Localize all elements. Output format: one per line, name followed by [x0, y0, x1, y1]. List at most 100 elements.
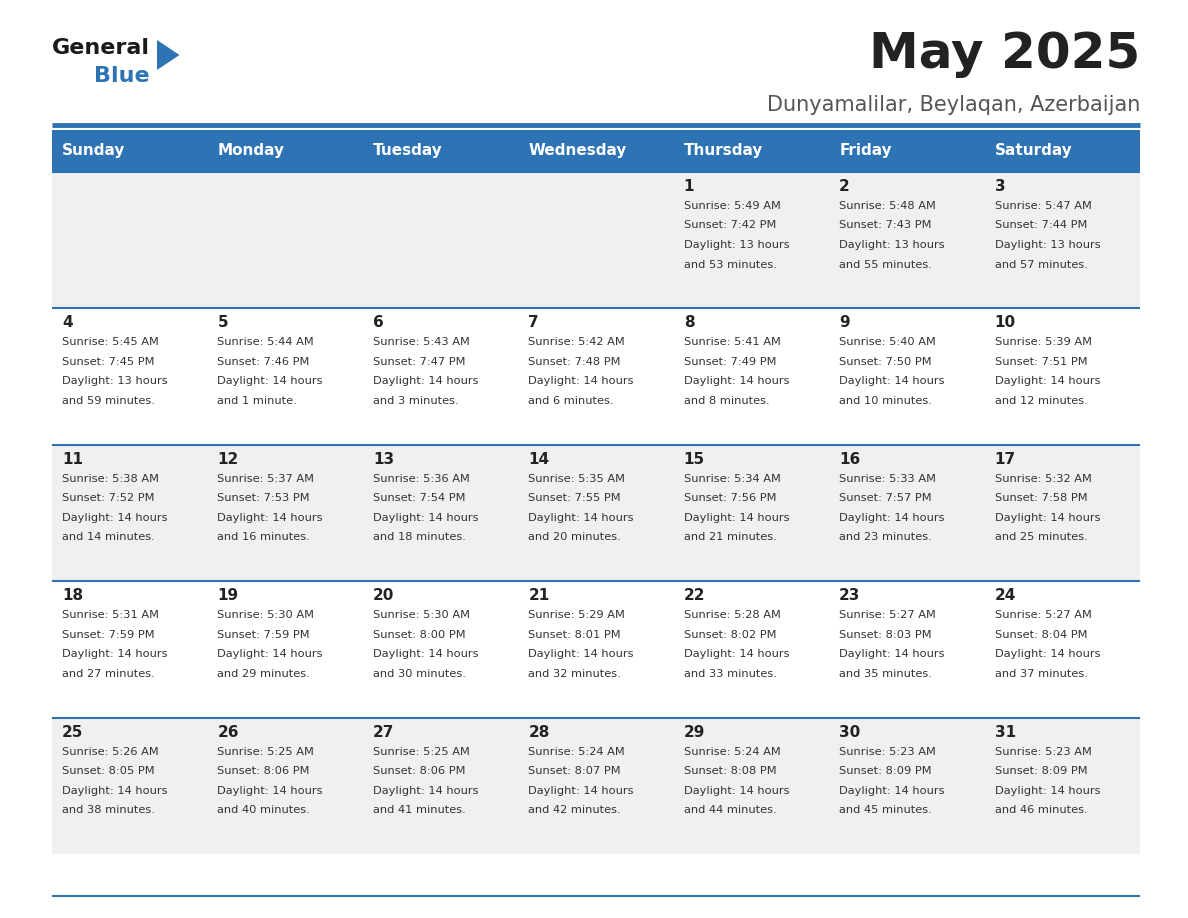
Text: and 32 minutes.: and 32 minutes.	[529, 668, 621, 678]
Text: Sunrise: 5:34 AM: Sunrise: 5:34 AM	[684, 474, 781, 484]
Text: Sunrise: 5:48 AM: Sunrise: 5:48 AM	[839, 201, 936, 211]
Text: Sunset: 7:52 PM: Sunset: 7:52 PM	[62, 493, 154, 503]
Text: Sunrise: 5:28 AM: Sunrise: 5:28 AM	[684, 610, 781, 621]
Text: Daylight: 14 hours: Daylight: 14 hours	[217, 649, 323, 659]
Text: and 18 minutes.: and 18 minutes.	[373, 532, 466, 543]
Text: Daylight: 14 hours: Daylight: 14 hours	[684, 513, 789, 522]
Text: 14: 14	[529, 452, 549, 466]
Text: Sunset: 7:55 PM: Sunset: 7:55 PM	[529, 493, 621, 503]
Text: 11: 11	[62, 452, 83, 466]
Text: 28: 28	[529, 724, 550, 740]
Text: and 42 minutes.: and 42 minutes.	[529, 805, 621, 815]
Text: Sunset: 7:59 PM: Sunset: 7:59 PM	[62, 630, 154, 640]
Text: Sunset: 8:03 PM: Sunset: 8:03 PM	[839, 630, 931, 640]
Text: and 46 minutes.: and 46 minutes.	[994, 805, 1087, 815]
Text: Daylight: 14 hours: Daylight: 14 hours	[529, 376, 633, 386]
Text: and 45 minutes.: and 45 minutes.	[839, 805, 931, 815]
Text: and 33 minutes.: and 33 minutes.	[684, 668, 777, 678]
Text: Sunrise: 5:37 AM: Sunrise: 5:37 AM	[217, 474, 315, 484]
Text: Daylight: 14 hours: Daylight: 14 hours	[373, 513, 479, 522]
Text: and 20 minutes.: and 20 minutes.	[529, 532, 621, 543]
Text: 9: 9	[839, 316, 849, 330]
Text: Sunrise: 5:42 AM: Sunrise: 5:42 AM	[529, 338, 625, 347]
Text: 15: 15	[684, 452, 704, 466]
Text: Sunrise: 5:45 AM: Sunrise: 5:45 AM	[62, 338, 159, 347]
Text: Daylight: 14 hours: Daylight: 14 hours	[529, 649, 633, 659]
Text: 12: 12	[217, 452, 239, 466]
Text: 1: 1	[684, 179, 694, 194]
Text: Sunrise: 5:41 AM: Sunrise: 5:41 AM	[684, 338, 781, 347]
Text: Sunset: 7:49 PM: Sunset: 7:49 PM	[684, 357, 776, 367]
Text: Sunset: 7:50 PM: Sunset: 7:50 PM	[839, 357, 931, 367]
Text: Daylight: 14 hours: Daylight: 14 hours	[684, 649, 789, 659]
Text: Wednesday: Wednesday	[529, 143, 626, 159]
Text: 20: 20	[373, 588, 394, 603]
Text: Sunrise: 5:23 AM: Sunrise: 5:23 AM	[994, 746, 1092, 756]
Text: Sunrise: 5:24 AM: Sunrise: 5:24 AM	[529, 746, 625, 756]
Text: Sunrise: 5:43 AM: Sunrise: 5:43 AM	[373, 338, 469, 347]
Text: Sunrise: 5:38 AM: Sunrise: 5:38 AM	[62, 474, 159, 484]
Text: Daylight: 14 hours: Daylight: 14 hours	[839, 786, 944, 796]
Text: Sunrise: 5:25 AM: Sunrise: 5:25 AM	[373, 746, 469, 756]
Text: Daylight: 13 hours: Daylight: 13 hours	[62, 376, 168, 386]
Text: Sunrise: 5:32 AM: Sunrise: 5:32 AM	[994, 474, 1092, 484]
Text: Sunrise: 5:36 AM: Sunrise: 5:36 AM	[373, 474, 469, 484]
Text: and 8 minutes.: and 8 minutes.	[684, 396, 770, 406]
Text: Sunrise: 5:27 AM: Sunrise: 5:27 AM	[994, 610, 1092, 621]
Text: Sunrise: 5:30 AM: Sunrise: 5:30 AM	[373, 610, 470, 621]
Text: and 59 minutes.: and 59 minutes.	[62, 396, 154, 406]
Text: Daylight: 14 hours: Daylight: 14 hours	[839, 649, 944, 659]
Text: and 14 minutes.: and 14 minutes.	[62, 532, 154, 543]
Text: General: General	[52, 38, 150, 58]
Text: Sunset: 7:47 PM: Sunset: 7:47 PM	[373, 357, 466, 367]
Text: Sunrise: 5:31 AM: Sunrise: 5:31 AM	[62, 610, 159, 621]
Text: Daylight: 13 hours: Daylight: 13 hours	[994, 240, 1100, 250]
Text: Sunrise: 5:24 AM: Sunrise: 5:24 AM	[684, 746, 781, 756]
Text: 22: 22	[684, 588, 706, 603]
Text: Sunrise: 5:27 AM: Sunrise: 5:27 AM	[839, 610, 936, 621]
Text: and 29 minutes.: and 29 minutes.	[217, 668, 310, 678]
Text: Monday: Monday	[217, 143, 284, 159]
Text: Sunset: 7:57 PM: Sunset: 7:57 PM	[839, 493, 931, 503]
Text: Sunday: Sunday	[62, 143, 126, 159]
Text: Sunset: 7:43 PM: Sunset: 7:43 PM	[839, 220, 931, 230]
Text: 16: 16	[839, 452, 860, 466]
Text: and 55 minutes.: and 55 minutes.	[839, 260, 933, 270]
Text: 31: 31	[994, 724, 1016, 740]
Bar	[52, 130, 1140, 172]
Text: Tuesday: Tuesday	[373, 143, 443, 159]
Text: Sunset: 7:54 PM: Sunset: 7:54 PM	[373, 493, 466, 503]
Text: Sunrise: 5:49 AM: Sunrise: 5:49 AM	[684, 201, 781, 211]
Text: Sunset: 8:01 PM: Sunset: 8:01 PM	[529, 630, 621, 640]
Text: 4: 4	[62, 316, 72, 330]
Text: Daylight: 14 hours: Daylight: 14 hours	[62, 649, 168, 659]
Text: Daylight: 13 hours: Daylight: 13 hours	[684, 240, 789, 250]
Text: Sunrise: 5:40 AM: Sunrise: 5:40 AM	[839, 338, 936, 347]
Text: Daylight: 14 hours: Daylight: 14 hours	[839, 513, 944, 522]
Text: Sunset: 8:06 PM: Sunset: 8:06 PM	[217, 767, 310, 776]
Text: Sunset: 8:06 PM: Sunset: 8:06 PM	[373, 767, 466, 776]
Text: Sunrise: 5:29 AM: Sunrise: 5:29 AM	[529, 610, 625, 621]
Text: Daylight: 14 hours: Daylight: 14 hours	[994, 649, 1100, 659]
Bar	[52, 172, 1140, 308]
Text: Sunset: 7:42 PM: Sunset: 7:42 PM	[684, 220, 776, 230]
Text: Sunrise: 5:30 AM: Sunrise: 5:30 AM	[217, 610, 315, 621]
Text: Sunset: 7:58 PM: Sunset: 7:58 PM	[994, 493, 1087, 503]
Text: Daylight: 14 hours: Daylight: 14 hours	[994, 513, 1100, 522]
Text: 19: 19	[217, 588, 239, 603]
Text: Sunset: 7:45 PM: Sunset: 7:45 PM	[62, 357, 154, 367]
Text: Sunset: 7:44 PM: Sunset: 7:44 PM	[994, 220, 1087, 230]
Text: and 37 minutes.: and 37 minutes.	[994, 668, 1087, 678]
Text: Daylight: 14 hours: Daylight: 14 hours	[529, 513, 633, 522]
Text: Sunrise: 5:35 AM: Sunrise: 5:35 AM	[529, 474, 625, 484]
Text: 13: 13	[373, 452, 394, 466]
Text: 25: 25	[62, 724, 83, 740]
Text: Daylight: 14 hours: Daylight: 14 hours	[373, 786, 479, 796]
Text: and 1 minute.: and 1 minute.	[217, 396, 297, 406]
Text: 6: 6	[373, 316, 384, 330]
Text: Sunrise: 5:26 AM: Sunrise: 5:26 AM	[62, 746, 159, 756]
Text: and 44 minutes.: and 44 minutes.	[684, 805, 776, 815]
Text: and 30 minutes.: and 30 minutes.	[373, 668, 466, 678]
Text: Daylight: 14 hours: Daylight: 14 hours	[839, 376, 944, 386]
Text: 2: 2	[839, 179, 849, 194]
